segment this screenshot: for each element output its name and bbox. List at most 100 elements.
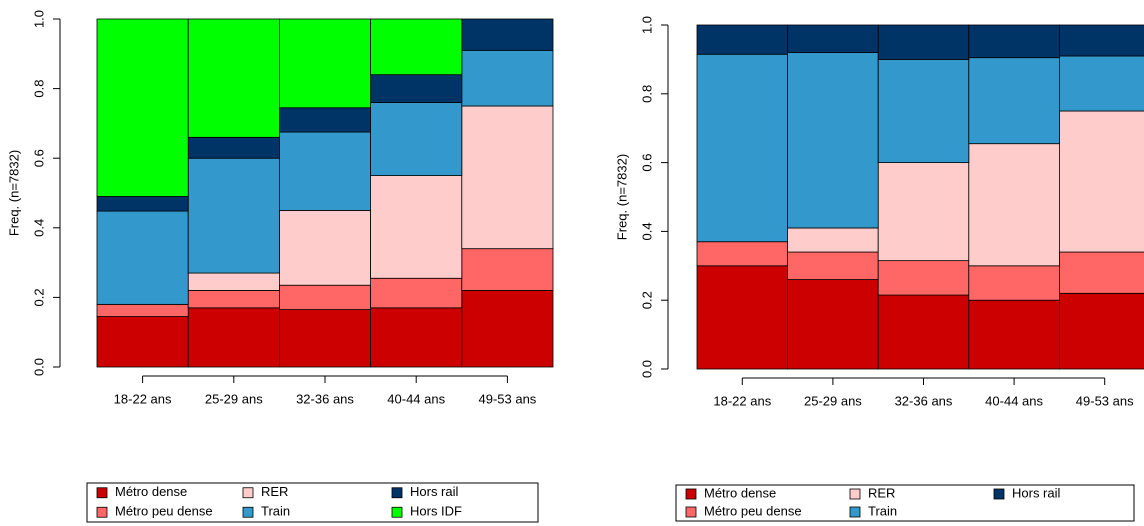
legend-swatch bbox=[96, 487, 108, 499]
legend-swatch bbox=[242, 506, 254, 518]
bar-segment bbox=[187, 290, 280, 309]
bar-segment bbox=[877, 59, 970, 163]
x-tick-label: 25-29 ans bbox=[804, 393, 862, 408]
x-tick-label: 40-44 ans bbox=[387, 391, 445, 406]
bar-segment bbox=[278, 284, 371, 310]
y-tick-label: 0.8 bbox=[639, 85, 654, 103]
bar-segment bbox=[877, 260, 970, 296]
bar-segment bbox=[877, 162, 970, 262]
bar-segment bbox=[1059, 24, 1144, 57]
bar-segment bbox=[278, 309, 371, 368]
legend-label: Métro dense bbox=[704, 485, 776, 500]
y-tick-label: 1.0 bbox=[639, 16, 654, 34]
legend-label: Hors rail bbox=[1012, 485, 1061, 500]
bar-segment bbox=[1059, 55, 1144, 112]
x-tick-label: 40-44 ans bbox=[985, 393, 1043, 408]
bar-segment bbox=[968, 24, 1060, 59]
bar-segment bbox=[96, 196, 189, 212]
y-axis-label: Freq. (n=7832) bbox=[614, 154, 629, 240]
legend-swatch bbox=[685, 506, 697, 518]
bar-segment bbox=[96, 210, 189, 305]
bar-segment bbox=[461, 18, 554, 51]
legend-box bbox=[675, 484, 1135, 522]
y-tick-label: 0.4 bbox=[31, 219, 46, 237]
legend-swatch bbox=[391, 506, 403, 518]
y-tick-label: 0.6 bbox=[31, 149, 46, 167]
bar-segment bbox=[461, 49, 554, 107]
legend-label: RER bbox=[261, 484, 288, 499]
bar-segment bbox=[787, 52, 879, 229]
bar-segment bbox=[96, 303, 189, 317]
bar-segment bbox=[696, 241, 788, 267]
legend-swatch bbox=[849, 488, 861, 500]
legend-swatch bbox=[849, 506, 861, 518]
bar-segment bbox=[968, 299, 1060, 370]
bar-segment bbox=[370, 74, 463, 103]
bar-segment bbox=[461, 248, 554, 291]
bar-segment bbox=[696, 265, 788, 370]
legend-label: Métro peu dense bbox=[115, 504, 213, 519]
bar-segment bbox=[696, 24, 788, 55]
x-tick-label: 49-53 ans bbox=[1076, 393, 1134, 408]
x-tick-label: 25-29 ans bbox=[205, 391, 263, 406]
legend-box bbox=[86, 482, 539, 523]
legend-swatch bbox=[391, 487, 403, 499]
x-tick-label: 32-36 ans bbox=[895, 393, 953, 408]
legend-label: Train bbox=[261, 504, 290, 519]
bar-segment bbox=[370, 277, 463, 309]
bar-segment bbox=[461, 290, 554, 368]
x-tick-label: 49-53 ans bbox=[478, 391, 536, 406]
bar-segment bbox=[278, 131, 371, 211]
bar-segment bbox=[278, 18, 371, 109]
bar-segment bbox=[187, 307, 280, 368]
bar-segment bbox=[1059, 292, 1144, 370]
y-tick-label: 0.6 bbox=[639, 154, 654, 172]
bar-segment bbox=[877, 24, 970, 60]
bar-segment bbox=[877, 294, 970, 370]
bar-segment bbox=[787, 227, 879, 253]
legend-label: Train bbox=[868, 503, 897, 518]
y-tick-label: 0.0 bbox=[639, 360, 654, 378]
legend-label: Hors rail bbox=[410, 484, 459, 499]
legend-label: Métro dense bbox=[115, 484, 187, 499]
y-axis-label: Freq. (n=7832) bbox=[6, 150, 21, 236]
x-tick-label: 18-22 ans bbox=[114, 391, 172, 406]
bar-segment bbox=[187, 136, 280, 159]
bar-segment bbox=[370, 307, 463, 368]
legend-label: RER bbox=[868, 485, 895, 500]
bar-segment bbox=[968, 143, 1060, 267]
x-tick-label: 18-22 ans bbox=[713, 393, 771, 408]
legend-swatch bbox=[993, 488, 1005, 500]
y-tick-label: 0.0 bbox=[31, 358, 46, 376]
y-tick-label: 0.8 bbox=[31, 80, 46, 98]
bar-segment bbox=[96, 18, 189, 197]
y-tick-label: 1.0 bbox=[31, 10, 46, 28]
bar-segment bbox=[1059, 251, 1144, 294]
bar-segment bbox=[1059, 110, 1144, 253]
bar-segment bbox=[968, 265, 1060, 301]
legend-swatch bbox=[685, 488, 697, 500]
bar-segment bbox=[461, 105, 554, 250]
legend-label: Métro peu dense bbox=[704, 503, 802, 518]
bar-segment bbox=[187, 18, 280, 138]
bar-segment bbox=[187, 272, 280, 291]
bar-segment bbox=[96, 316, 189, 368]
bar-segment bbox=[968, 57, 1060, 145]
bar-segment bbox=[370, 18, 463, 76]
bar-segment bbox=[370, 175, 463, 279]
bar-segment bbox=[278, 209, 371, 286]
legend-swatch bbox=[242, 487, 254, 499]
bar-segment bbox=[787, 279, 879, 370]
x-tick-label: 32-36 ans bbox=[296, 391, 354, 406]
bar-segment bbox=[787, 24, 879, 53]
y-tick-label: 0.4 bbox=[639, 222, 654, 240]
legend-swatch bbox=[96, 506, 108, 518]
bar-segment bbox=[370, 102, 463, 176]
y-tick-label: 0.2 bbox=[639, 291, 654, 309]
legend-label: Hors IDF bbox=[410, 504, 462, 519]
bar-segment bbox=[696, 53, 788, 243]
y-tick-label: 0.2 bbox=[31, 288, 46, 306]
bar-segment bbox=[187, 157, 280, 274]
bar-segment bbox=[787, 251, 879, 280]
